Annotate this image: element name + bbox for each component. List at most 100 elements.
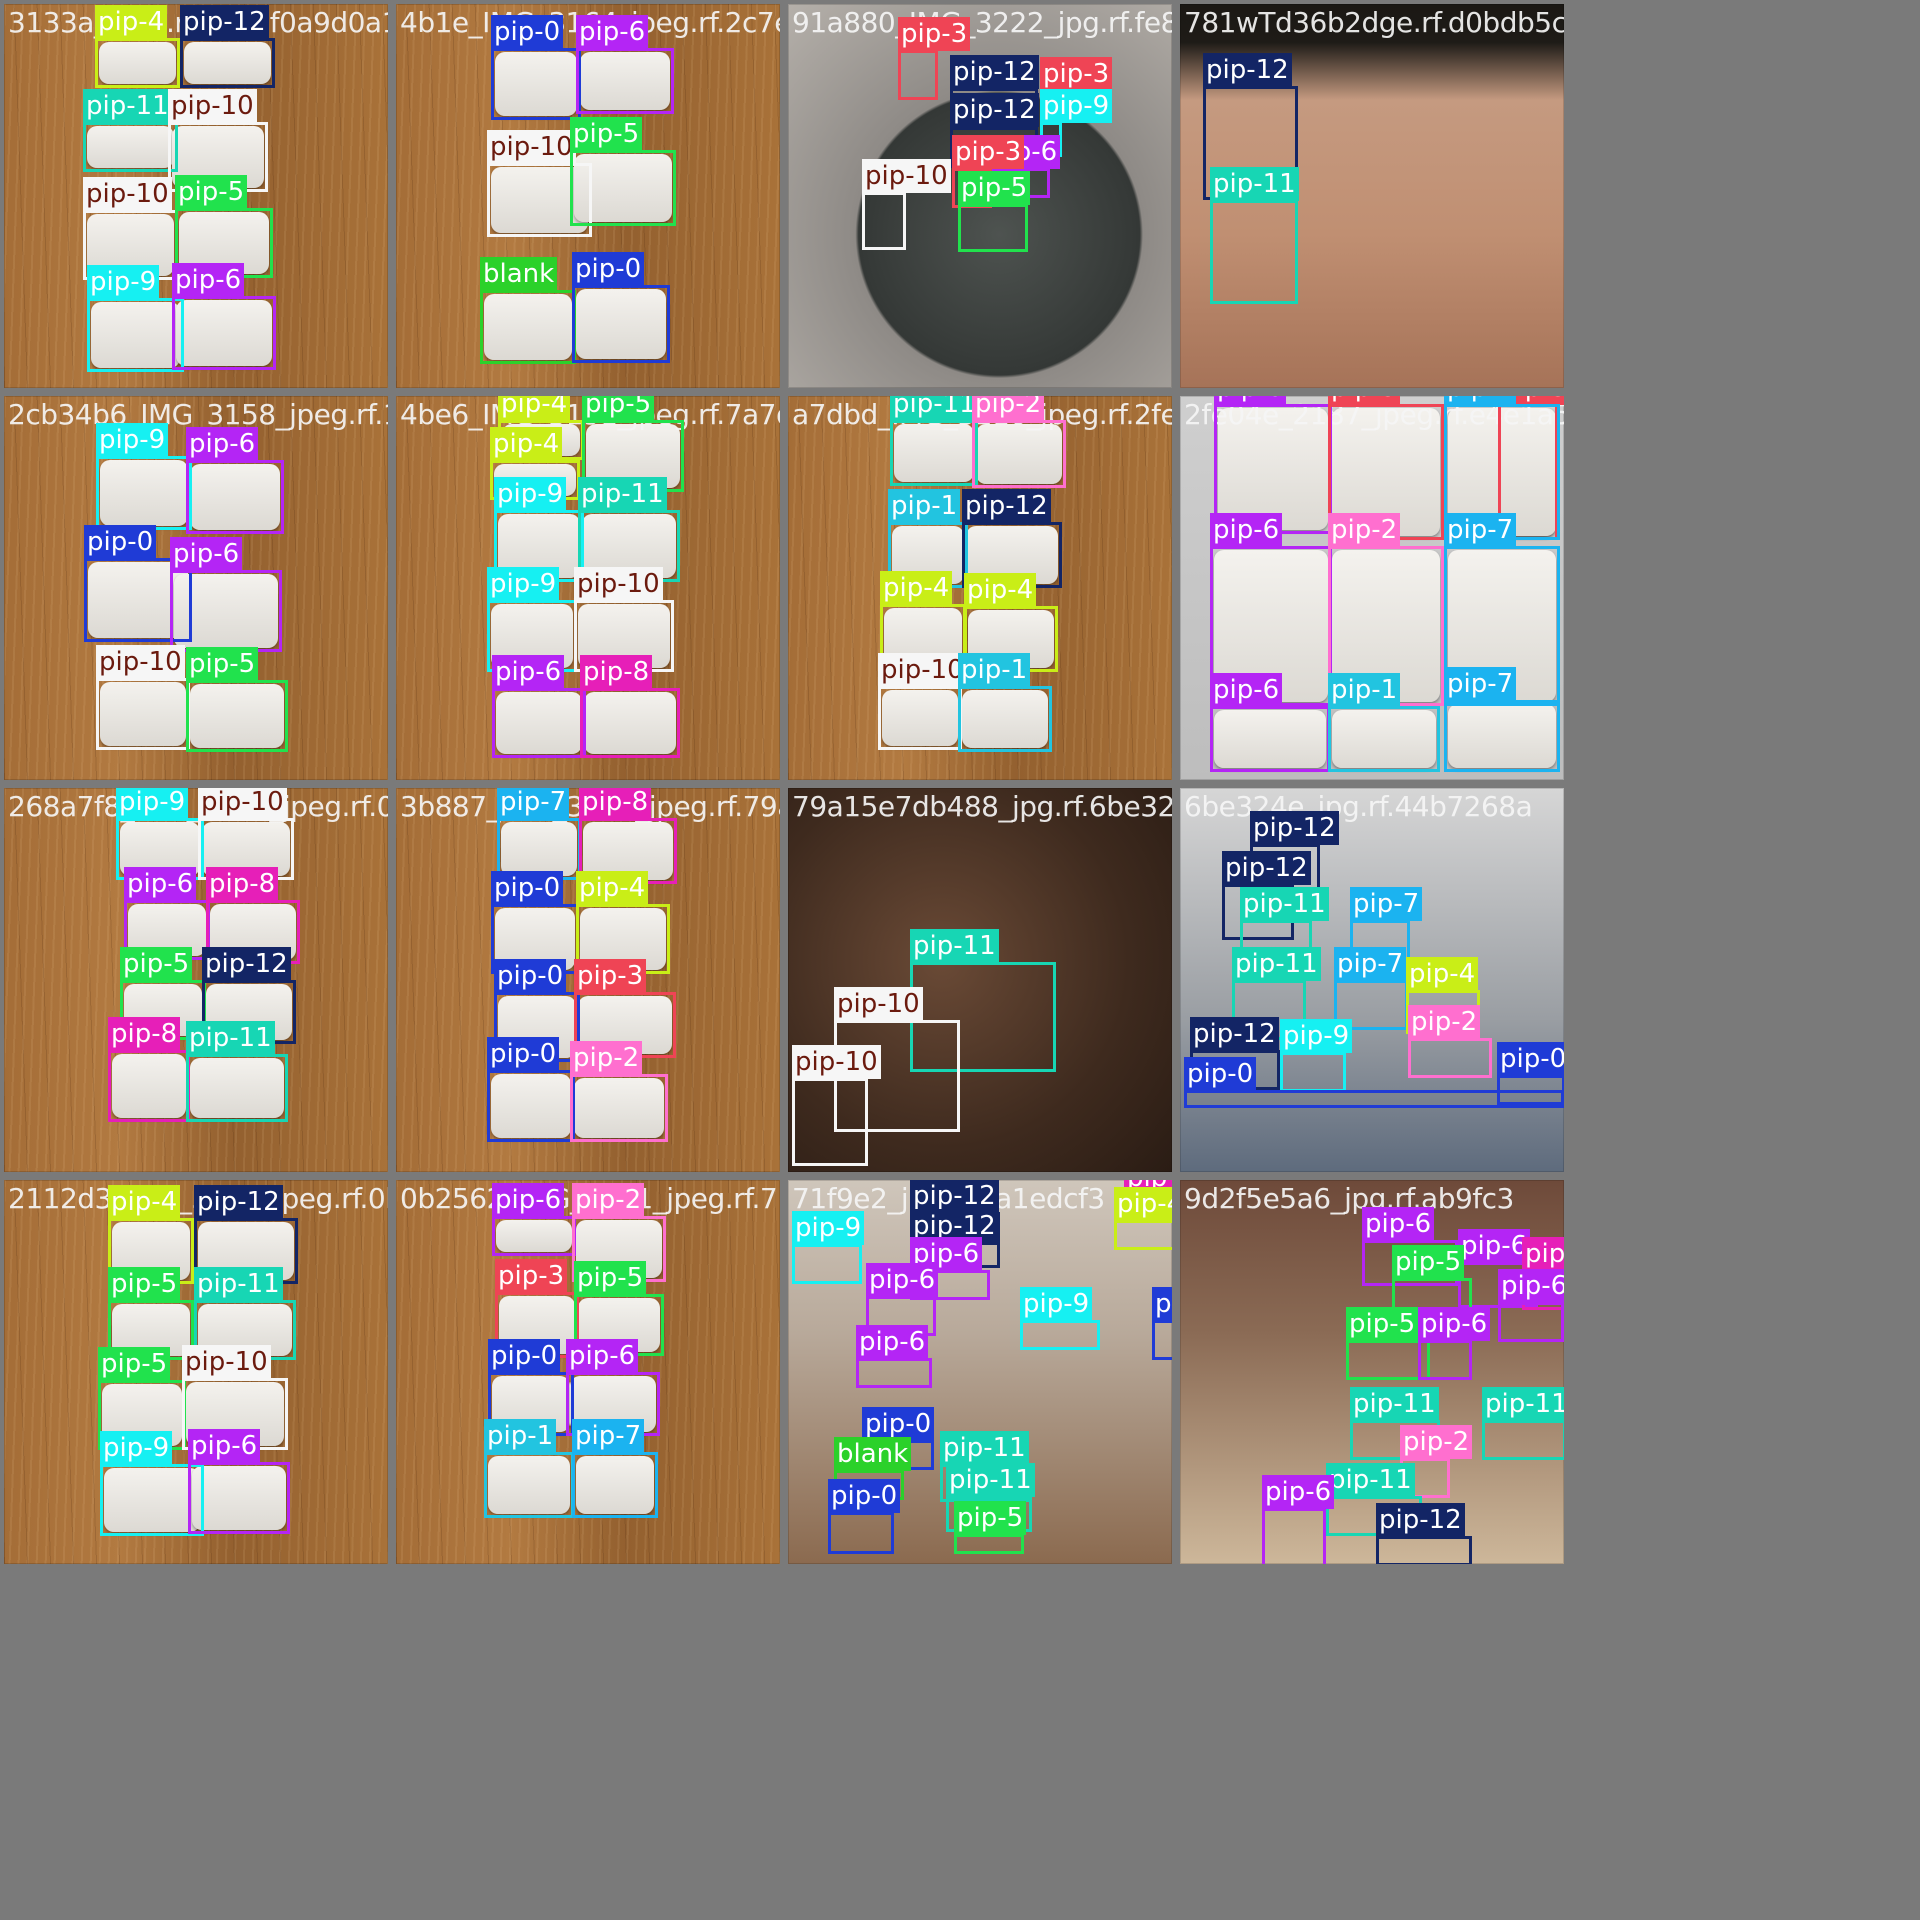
domino-tile xyxy=(190,684,284,748)
detection-box: pip-12 xyxy=(910,1209,1000,1268)
detection-label: pip-12 xyxy=(180,5,269,39)
detection-label: pip-9 xyxy=(87,265,160,299)
detection-box: pip-1 xyxy=(1328,673,1440,772)
detection-label: pip-3 xyxy=(1498,396,1564,405)
mosaic-tile: 3133a_jpeg.rf.1a90f0a9d0a1d5a2pip-4pip-1… xyxy=(4,4,388,388)
mosaic-tile: 2fe04e_2187_jpeg.rf.e4e1a5pip-6pip-3pip-… xyxy=(1180,396,1564,780)
detection-label: pip-9 xyxy=(1020,1287,1093,1321)
detection-label: pip-11 xyxy=(946,1463,1035,1497)
detection-box: pip-6 xyxy=(1210,673,1330,772)
detection-label: blank xyxy=(834,1437,912,1471)
detection-label: pip-2 xyxy=(1328,513,1401,547)
detection-label: pip-4 xyxy=(108,1185,181,1219)
mosaic-tile: 781wTd36b2dge.rf.d0bdb5c pip-12 pip-11 xyxy=(1180,4,1564,388)
detection-label: pip-7 xyxy=(1334,947,1407,981)
detection-label: pip-11 xyxy=(194,1267,283,1301)
detection-label: pip-6 xyxy=(566,1339,639,1373)
detection-label: pip-7 xyxy=(1350,887,1423,921)
detection-label: pip-9 xyxy=(1280,1019,1353,1053)
detection-label: pip-12 xyxy=(202,947,291,981)
mosaic-tile: 6be324e_jpg.rf.44b7268a pip-12 pip-12 pip-1… xyxy=(1180,788,1564,1172)
mosaic-tile: 2cb34b6_IMG_3158_jpeg.rf.1be6e48pip-9 pip… xyxy=(4,396,388,780)
domino-tile xyxy=(100,460,188,526)
domino-tile xyxy=(176,300,272,366)
detection-label: pip-8 xyxy=(580,655,653,689)
domino-tile xyxy=(484,294,572,360)
detection-label: pip-12 xyxy=(950,93,1039,127)
detection-label: pip-11 xyxy=(890,396,979,421)
detection-label: pip-1 xyxy=(958,653,1031,687)
detection-label: pip-7 xyxy=(1444,396,1517,405)
detection-label: pip-10 xyxy=(792,1045,881,1079)
detection-label: pip-11 xyxy=(940,1431,1029,1465)
detection-label: pip-12 xyxy=(962,489,1051,523)
detection-label: pip-7 xyxy=(1444,513,1517,547)
detection-label: pip-0 xyxy=(491,871,564,905)
detection-label: pip-10 xyxy=(198,788,287,819)
detection-label: pip-5 xyxy=(954,1501,1027,1535)
detection-label: pip-9 xyxy=(487,567,560,601)
detection-label: pip-5 xyxy=(582,396,655,421)
mosaic-tile: 2112d3_IMG_3213_jpeg.rf.0b2562pip-4pip-1… xyxy=(4,1180,388,1564)
mosaic-grid: 3133a_jpeg.rf.1a90f0a9d0a1d5a2pip-4pip-1… xyxy=(4,4,1564,1564)
detection-box: pip-7 xyxy=(1350,887,1423,970)
detection-box: pip-2 xyxy=(1408,1005,1492,1078)
tile-filename: 79a15e7db488_jpg.rf.6be324e xyxy=(792,790,1172,823)
detection-label: pip-12 xyxy=(1190,1017,1279,1051)
detection-label: pip-9 xyxy=(494,477,567,511)
detection-label: pip-5 xyxy=(186,647,259,681)
detection-box: pip-6 xyxy=(856,1325,932,1388)
detection-box: pip-8 xyxy=(579,788,677,884)
detection-box: pip-12 xyxy=(962,489,1062,588)
detection-box: pip-4 xyxy=(964,573,1058,672)
detection-label: pip-7 xyxy=(572,1419,645,1453)
detection-label: pip-6 xyxy=(172,263,245,297)
detection-box: pip-11 xyxy=(1482,1387,1564,1460)
detection-label: pip-6 xyxy=(124,867,197,901)
mosaic-tile: 79a15e7db488_jpg.rf.6be324e pip-11 pip-10 p… xyxy=(788,788,1172,1172)
domino-tile xyxy=(488,1456,570,1514)
detection-label: pip-12 xyxy=(950,55,1039,89)
detection-label: pip-0 xyxy=(84,525,157,559)
detection-label: pip-11 xyxy=(578,477,667,511)
detection-label: pip-1 xyxy=(1328,673,1401,707)
detection-box: pip-0 xyxy=(572,252,670,363)
detection-label: pip-5 xyxy=(1346,1307,1419,1341)
detection-label: pip-10 xyxy=(168,89,257,123)
detection-box: pip-4 xyxy=(576,871,670,974)
detection-box: pip-0 xyxy=(491,15,581,120)
domino-tile xyxy=(976,424,1062,484)
detection-label: pip-6 xyxy=(1498,1269,1564,1303)
detection-label: pip-11 xyxy=(83,89,172,123)
detection-box: pip-2 xyxy=(572,1183,666,1282)
domino-tile xyxy=(576,1456,654,1514)
detection-label: pip-0 xyxy=(572,252,645,286)
domino-tile xyxy=(501,822,577,876)
detection-label: pip-9 xyxy=(792,1211,865,1245)
detection-box: pip-4 xyxy=(95,5,180,88)
domino-tile xyxy=(882,690,958,746)
detection-box: pip-9 xyxy=(487,567,577,672)
detection-label: pip-6 xyxy=(1262,1475,1335,1509)
detection-label: pip-11 xyxy=(1240,887,1329,921)
detection-box: pip-6 xyxy=(188,1429,290,1534)
detection-label: pip-12 xyxy=(1203,53,1292,87)
domino-tile xyxy=(580,52,670,110)
detection-label: pip-6 xyxy=(170,537,243,571)
mosaic-tile: 0b2562_IMG_3211_jpeg.rf.71f9e2pip-6pip-2… xyxy=(396,1180,780,1564)
detection-label: pip-12 xyxy=(1222,851,1311,885)
domino-tile xyxy=(491,1074,571,1138)
detection-box: pip-5 xyxy=(954,1501,1027,1554)
detection-label: pip-1 xyxy=(888,489,961,523)
detection-box: pip-2 xyxy=(570,1041,668,1142)
detection-label: pip-10 xyxy=(834,987,923,1021)
detection-box: pip-5 xyxy=(108,1267,194,1360)
detection-label: pip-4 xyxy=(964,573,1037,607)
detection-label: pip-3 xyxy=(574,959,647,993)
detection-label: pip-5 xyxy=(108,1267,181,1301)
detection-label: pip-4 xyxy=(1406,957,1479,991)
detection-box: pip-3 xyxy=(574,959,676,1058)
mosaic-tile: a7dbd_IMG_3210_jpeg.rf.2fe04epip-11pip-2… xyxy=(788,396,1172,780)
detection-label: pip-0 xyxy=(1497,1042,1564,1076)
detection-box: pip-11 xyxy=(946,1463,1035,1532)
